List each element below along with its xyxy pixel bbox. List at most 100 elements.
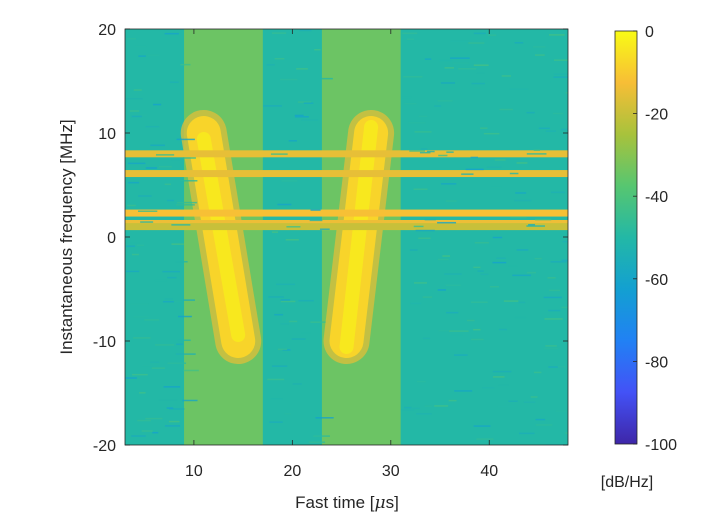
noise-streak <box>561 128 568 131</box>
noise-streak <box>142 364 153 367</box>
noise-streak <box>526 153 547 155</box>
noise-streak <box>452 62 469 64</box>
noise-streak <box>444 67 455 69</box>
noise-streak <box>492 374 500 377</box>
noise-streak <box>309 219 323 222</box>
noise-streak <box>416 413 432 415</box>
noise-streak <box>401 96 412 99</box>
x-tick-label: 20 <box>283 463 301 480</box>
noise-streak <box>439 59 453 62</box>
noise-streak <box>523 401 536 403</box>
noise-streak <box>168 420 180 423</box>
noise-streak <box>532 46 546 48</box>
noise-streak <box>471 338 484 341</box>
noise-streak <box>494 159 506 161</box>
noise-streak <box>313 435 330 437</box>
noise-streak <box>280 299 291 301</box>
noise-streak <box>422 337 431 340</box>
noise-streak <box>288 140 297 142</box>
colorbar-tick-label: -20 <box>645 107 668 124</box>
noise-streak <box>403 76 423 78</box>
noise-streak <box>514 199 532 202</box>
noise-streak <box>285 239 299 241</box>
noise-streak <box>164 183 172 186</box>
noise-streak <box>412 407 420 410</box>
noise-streak <box>158 165 172 168</box>
noise-streak <box>470 156 479 159</box>
noise-streak <box>274 58 285 60</box>
noise-streak <box>166 407 174 409</box>
noise-streak <box>164 425 181 427</box>
noise-streak <box>501 75 511 77</box>
noise-streak <box>445 284 461 287</box>
noise-streak <box>268 296 284 298</box>
noise-streak <box>284 412 292 415</box>
noise-streak <box>301 332 311 334</box>
noise-streak <box>476 438 494 440</box>
noise-streak <box>164 298 173 300</box>
noise-streak <box>128 162 146 165</box>
noise-streak <box>281 180 298 182</box>
tone-line-2 <box>125 170 568 178</box>
noise-streak <box>291 338 306 340</box>
spectrogram-plot <box>125 29 568 445</box>
noise-streak <box>127 204 136 207</box>
noise-streak <box>409 150 426 152</box>
noise-streak <box>150 144 165 147</box>
noise-streak <box>299 29 312 32</box>
noise-streak <box>158 399 178 401</box>
noise-streak <box>535 54 545 56</box>
noise-streak <box>547 277 556 279</box>
noise-streak <box>509 172 519 175</box>
noise-streak <box>404 102 417 105</box>
noise-streak <box>473 425 491 427</box>
noise-streak <box>131 435 146 437</box>
noise-streak <box>167 276 177 279</box>
colorbar: 0 -20 -40 -60 -80 -100 [dB/Hz] <box>601 24 677 491</box>
noise-streak <box>451 334 463 336</box>
noise-streak <box>545 130 556 132</box>
noise-streak <box>139 392 146 394</box>
noise-streak <box>277 203 292 206</box>
noise-streak <box>267 378 285 381</box>
noise-streak <box>553 59 568 61</box>
noise-streak <box>533 371 542 374</box>
noise-streak <box>145 167 158 169</box>
noise-streak <box>482 387 495 389</box>
noise-streak <box>553 73 568 75</box>
noise-streak <box>483 132 500 135</box>
y-tick-label: 0 <box>107 230 116 247</box>
noise-streak <box>175 261 188 263</box>
noise-streak <box>450 40 470 42</box>
noise-streak <box>491 186 502 189</box>
x-tick-label: 40 <box>480 463 498 480</box>
x-axis-ticks: 10 20 30 40 <box>185 29 498 480</box>
noise-streak <box>418 115 428 118</box>
noise-streak <box>534 218 552 221</box>
noise-streak <box>424 58 432 60</box>
noise-streak <box>286 226 301 228</box>
noise-streak <box>550 81 568 83</box>
noise-streak <box>454 354 468 356</box>
noise-streak <box>294 116 309 118</box>
noise-streak <box>477 270 484 272</box>
noise-streak <box>415 229 435 232</box>
noise-streak <box>424 218 436 221</box>
noise-streak <box>134 45 147 48</box>
colorbar-ticks: 0 -20 -40 -60 -80 -100 <box>633 24 677 454</box>
noise-streak <box>183 157 196 159</box>
noise-streak <box>138 195 152 197</box>
noise-streak <box>549 289 561 292</box>
noise-streak <box>526 111 535 114</box>
noise-streak <box>516 162 528 164</box>
noise-streak <box>182 399 198 402</box>
noise-streak <box>133 316 149 318</box>
noise-streak <box>445 200 457 202</box>
noise-streak <box>126 37 137 40</box>
noise-streak <box>561 259 568 262</box>
noise-streak <box>498 328 507 331</box>
noise-streak <box>450 57 470 59</box>
noise-streak <box>562 240 568 243</box>
noise-streak <box>269 421 283 423</box>
noise-streak <box>474 242 489 244</box>
